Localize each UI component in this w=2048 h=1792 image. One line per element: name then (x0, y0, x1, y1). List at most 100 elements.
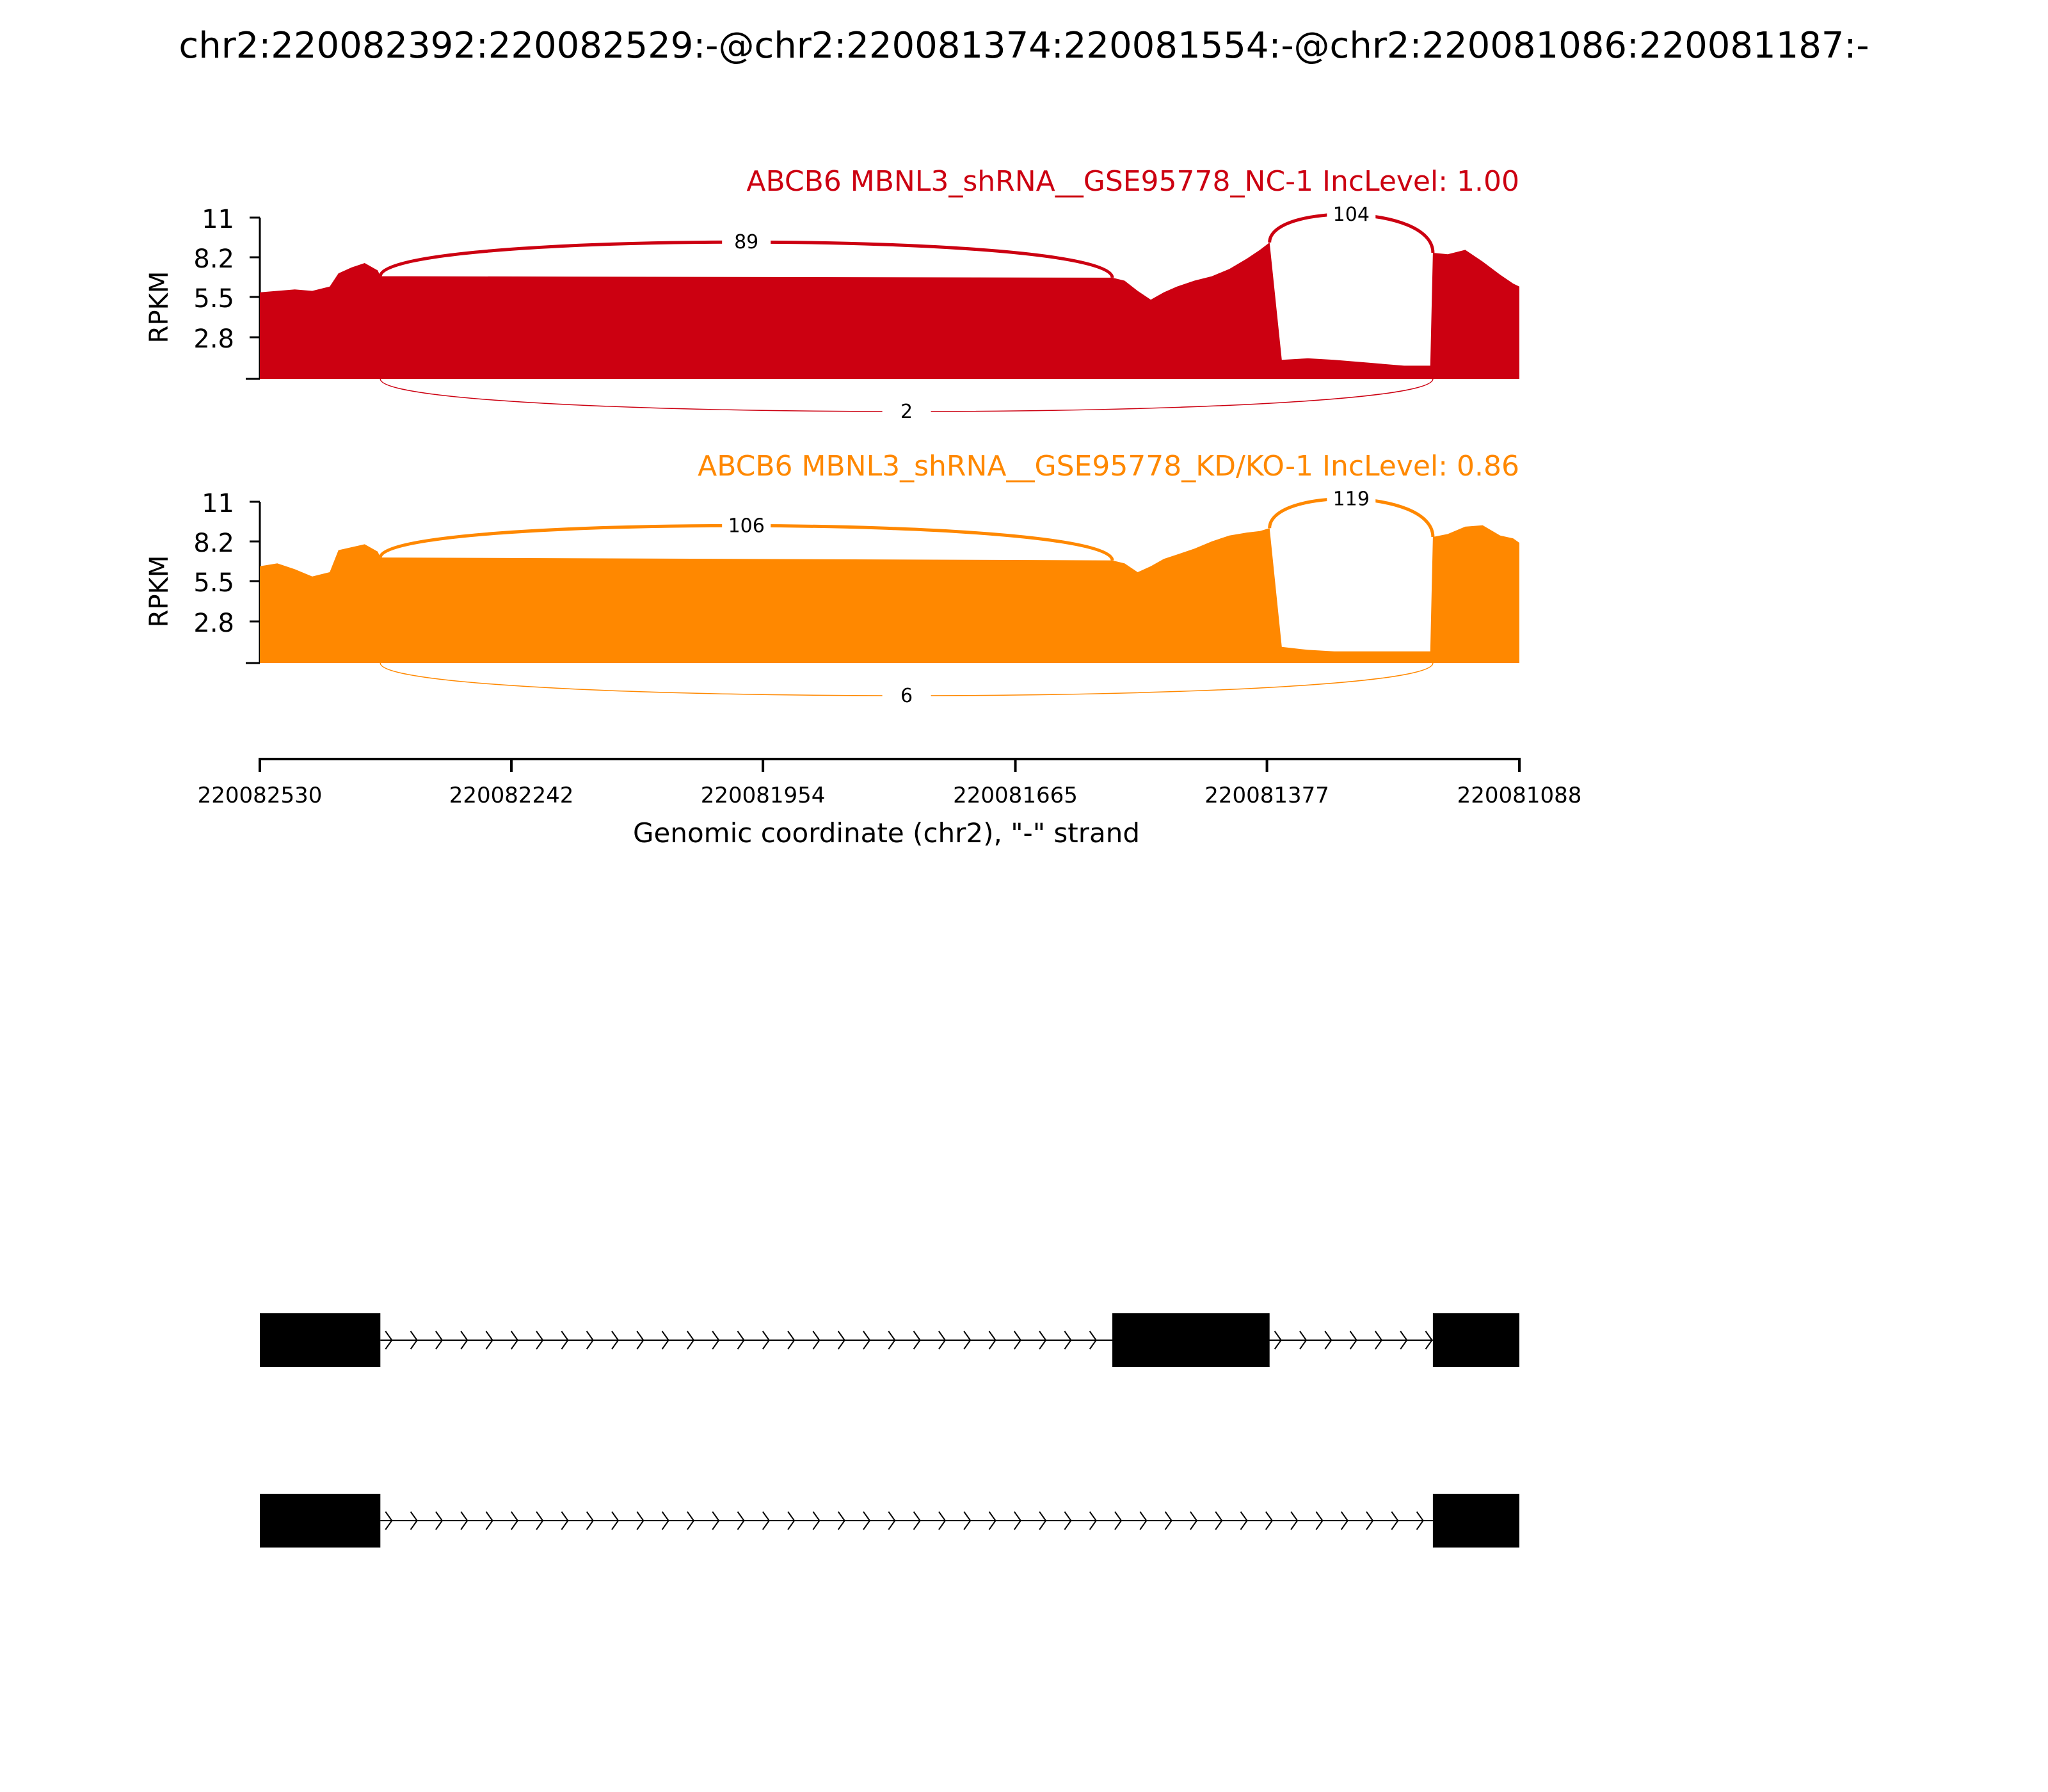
track-nc-coverage (260, 242, 1519, 379)
x-tick-label-5: 220081377 (1204, 783, 1329, 808)
exon-block (260, 1494, 381, 1548)
strand-chevron (1039, 1331, 1047, 1350)
exon-block (260, 1313, 381, 1367)
x-tick-label-1: 220082530 (198, 783, 323, 808)
strand-chevron (1240, 1511, 1248, 1530)
track-nc-ytick-2-8: 2.8 (193, 324, 234, 354)
strand-chevron (687, 1331, 695, 1350)
track-kd-ylabel: RPKM (145, 556, 174, 628)
x-tick-label-3: 220081954 (701, 783, 826, 808)
junction-nc-2-label-bg (1327, 204, 1376, 225)
exon-block (1432, 1313, 1519, 1367)
strand-chevron (837, 1511, 845, 1530)
strand-chevron (913, 1511, 921, 1530)
junction-kd-3-label-bg (882, 685, 931, 706)
strand-chevron (636, 1331, 644, 1350)
track-kd-ytick-11: 11 (202, 489, 234, 518)
strand-chevron (611, 1511, 620, 1530)
strand-chevron (712, 1331, 720, 1350)
track-kd-y-axis: RPKM 11 8.2 5.5 2.8 (145, 489, 261, 664)
strand-chevron (687, 1511, 695, 1530)
strand-chevron (938, 1331, 947, 1350)
strand-chevron (988, 1511, 996, 1530)
junction-nc-1-label-bg (722, 232, 771, 253)
strand-chevron (1114, 1511, 1123, 1530)
strand-chevron (1265, 1511, 1274, 1530)
junction-kd-2-reads: 119 (1333, 488, 1370, 511)
junction-nc-2-reads: 104 (1333, 204, 1370, 226)
x-axis-ticks: 220082530 220082242 220081954 220081665 … (198, 759, 1582, 808)
track-kd-ytick-8-2: 8.2 (193, 529, 234, 558)
strand-chevron (988, 1331, 996, 1350)
strand-chevron (1290, 1511, 1299, 1530)
strand-chevron (1349, 1331, 1357, 1350)
strand-chevron (460, 1511, 468, 1530)
strand-chevron (913, 1331, 921, 1350)
strand-chevron (385, 1511, 393, 1530)
junction-nc-3-label-bg (882, 401, 931, 422)
strand-chevron (460, 1331, 468, 1350)
junction-kd-3-reads: 6 (900, 685, 913, 707)
strand-chevron (586, 1331, 594, 1350)
strand-chevron (661, 1511, 669, 1530)
track-kd-label: ABCB6 MBNL3_shRNA__GSE95778_KD/KO-1 IncL… (698, 450, 1519, 483)
strand-chevron (1164, 1511, 1172, 1530)
figure-title: chr2:220082392:220082529:-@chr2:22008137… (179, 25, 1869, 67)
strand-chevron (787, 1511, 796, 1530)
strand-chevron (1400, 1331, 1408, 1350)
exon-block (1432, 1494, 1519, 1548)
strand-chevron (661, 1331, 669, 1350)
track-nc-y-axis: RPKM 11 8.2 5.5 2.8 (145, 205, 261, 380)
strand-chevron (712, 1511, 720, 1530)
strand-chevron (510, 1511, 519, 1530)
strand-chevron (1274, 1331, 1282, 1350)
x-tick-label-2: 220082242 (449, 783, 574, 808)
strand-chevron (963, 1331, 972, 1350)
track-kd-ytick-2-8: 2.8 (193, 609, 234, 638)
strand-chevron (410, 1331, 418, 1350)
junction-kd-1-reads: 106 (728, 515, 765, 537)
x-axis-label: Genomic coordinate (chr2), "-" strand (633, 817, 1140, 849)
track-kd: ABCB6 MBNL3_shRNA__GSE95778_KD/KO-1 IncL… (145, 450, 1519, 707)
strand-chevron (1039, 1511, 1047, 1530)
strand-chevron (1013, 1331, 1022, 1350)
junction-kd-2-label-bg (1327, 488, 1376, 509)
x-tick-label-6: 220081088 (1457, 783, 1582, 808)
track-nc-ytick-5-5: 5.5 (193, 284, 234, 314)
strand-chevron (1013, 1511, 1022, 1530)
strand-chevron (1064, 1331, 1072, 1350)
strand-chevron (561, 1511, 569, 1530)
strand-chevron (1391, 1511, 1399, 1530)
exon-block (1112, 1313, 1270, 1367)
track-nc: ABCB6 MBNL3_shRNA__GSE95778_NC-1 IncLeve… (145, 165, 1519, 423)
junction-nc-1-reads: 89 (734, 231, 758, 253)
junction-nc-3-reads: 2 (900, 401, 913, 423)
strand-chevron (1416, 1511, 1424, 1530)
strand-chevron (787, 1331, 796, 1350)
strand-chevron (812, 1511, 820, 1530)
strand-chevron (1315, 1511, 1324, 1530)
track-nc-label: ABCB6 MBNL3_shRNA__GSE95778_NC-1 IncLeve… (746, 165, 1519, 198)
strand-chevron (561, 1331, 569, 1350)
strand-chevron (737, 1511, 745, 1530)
isoform-2 (260, 1494, 1519, 1548)
track-nc-ytick-11: 11 (202, 205, 234, 234)
strand-chevron (385, 1331, 393, 1350)
isoform-1 (260, 1313, 1519, 1367)
strand-chevron (1425, 1331, 1433, 1350)
track-nc-ylabel: RPKM (145, 271, 174, 344)
strand-chevron (963, 1511, 972, 1530)
track-nc-junctions: 89 104 2 (378, 204, 1435, 423)
strand-chevron (1375, 1331, 1383, 1350)
strand-chevron (435, 1331, 444, 1350)
track-kd-junctions: 106 119 6 (378, 488, 1435, 707)
track-kd-coverage (260, 525, 1519, 663)
strand-chevron (1089, 1511, 1097, 1530)
strand-chevron (1215, 1511, 1223, 1530)
strand-chevron (1064, 1511, 1072, 1530)
strand-chevron (888, 1331, 896, 1350)
strand-chevron (611, 1331, 620, 1350)
strand-chevron (435, 1511, 444, 1530)
strand-chevron (762, 1331, 771, 1350)
strand-chevron (837, 1331, 845, 1350)
